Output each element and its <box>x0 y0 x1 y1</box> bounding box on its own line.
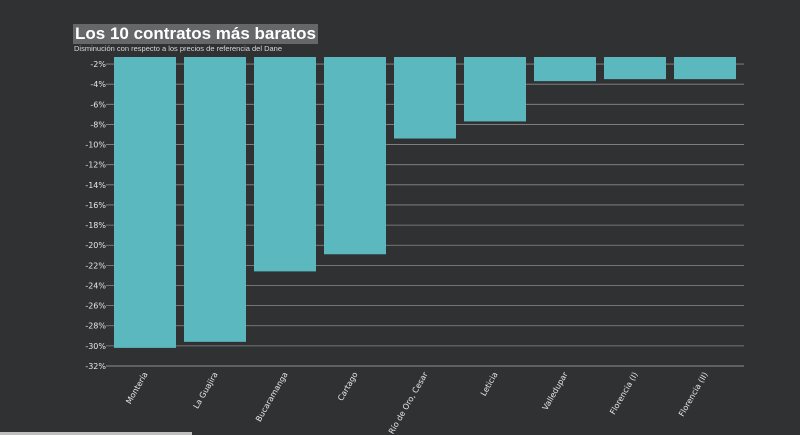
y-axis-ticks: -2% -4% -6% -8% -10% -12% -14% -16% -18% -20% -22%… <box>85 60 106 371</box>
y-tick-label: -18% <box>85 221 106 230</box>
bar[interactable] <box>534 57 596 82</box>
x-category-label: Leticia <box>479 370 500 397</box>
x-category-label: Florencia (II) <box>677 371 710 419</box>
x-category-label: La Guajira <box>192 370 220 410</box>
bar[interactable] <box>464 57 526 122</box>
y-tick-label: -14% <box>85 181 106 190</box>
y-tick-label: -22% <box>85 261 106 270</box>
bar[interactable] <box>674 57 736 80</box>
bar[interactable] <box>604 57 666 80</box>
y-tick-label: -8% <box>90 120 106 129</box>
y-tick-label: -20% <box>85 241 106 250</box>
x-category-label: Montería <box>124 370 150 405</box>
horizontal-scrollbar[interactable] <box>0 432 192 435</box>
y-tick-label: -4% <box>90 80 106 89</box>
y-tick-label: -24% <box>85 281 106 290</box>
x-axis-labels: Montería La Guajira Bucaramanga Cartago Río … <box>124 370 709 435</box>
x-category-label: Río de Oro, Cesar <box>387 370 430 435</box>
bar[interactable] <box>324 57 386 255</box>
y-tick-label: -10% <box>85 141 106 150</box>
y-tick-label: -30% <box>85 342 106 351</box>
bar[interactable] <box>184 57 246 342</box>
chart-subtitle: Disminución con respecto a los precios d… <box>74 44 283 53</box>
bar[interactable] <box>114 57 176 348</box>
x-category-label: Valledupar <box>541 370 570 412</box>
x-category-label: Bucaramanga <box>254 370 290 423</box>
y-tick-label: -28% <box>85 322 106 331</box>
y-tick-label: -2% <box>90 60 106 69</box>
chart-title: Los 10 contratos más baratos <box>73 24 318 44</box>
bar[interactable] <box>254 57 316 272</box>
y-tick-label: -26% <box>85 302 106 311</box>
bar[interactable] <box>394 57 456 139</box>
x-category-label: Florencia (I) <box>608 371 640 417</box>
y-tick-label: -32% <box>85 362 106 371</box>
x-category-label: Cartago <box>336 370 360 402</box>
y-tick-label: -6% <box>90 100 106 109</box>
bars <box>114 57 736 348</box>
y-tick-label: -16% <box>85 201 106 210</box>
y-tick-label: -12% <box>85 161 106 170</box>
